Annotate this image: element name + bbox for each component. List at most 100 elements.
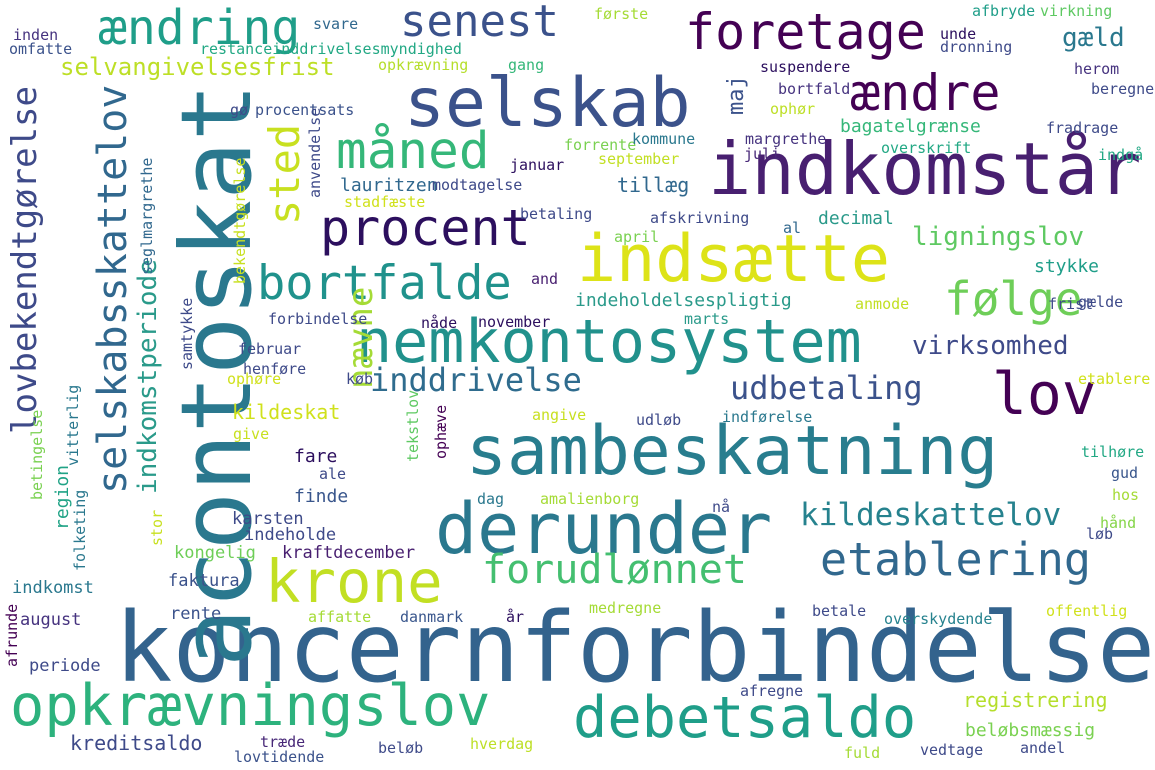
word-12: krone bbox=[265, 547, 443, 616]
word-72: andel bbox=[1020, 739, 1066, 757]
word-139: bekendtgørelse bbox=[231, 157, 249, 284]
word-22: forudlønnet bbox=[482, 547, 747, 593]
word-75: løb bbox=[1086, 525, 1114, 543]
word-69: hverdag bbox=[470, 735, 534, 753]
word-52: faktura bbox=[168, 571, 240, 591]
word-65: afregne bbox=[740, 682, 804, 700]
word-0: koncernforbindelse bbox=[114, 592, 1155, 704]
word-63: overskydende bbox=[884, 610, 993, 628]
word-128: ale bbox=[319, 465, 347, 483]
word-95: procentsats bbox=[255, 101, 355, 119]
word-96: forrente bbox=[564, 136, 637, 154]
word-90: herom bbox=[1074, 60, 1120, 78]
word-88: gang bbox=[508, 56, 545, 74]
word-93: ophør bbox=[770, 100, 816, 118]
word-36: registrering bbox=[963, 688, 1108, 712]
word-19: bortfalde bbox=[257, 256, 512, 311]
word-60: år bbox=[506, 608, 525, 626]
word-74: hos bbox=[1112, 486, 1140, 504]
word-86: restanceinddrivelsesmyndighed bbox=[200, 40, 462, 58]
word-76: gud bbox=[1111, 464, 1139, 482]
word-4: selskab bbox=[404, 64, 691, 143]
word-129: dag bbox=[477, 490, 505, 508]
word-82: afbryde bbox=[972, 2, 1036, 20]
word-113: frist bbox=[1048, 295, 1094, 313]
word-11: selskabsskattelov bbox=[90, 84, 136, 494]
word-5: indsætte bbox=[577, 222, 891, 297]
word-57: afrunde bbox=[3, 603, 21, 667]
word-123: etablere bbox=[1078, 370, 1151, 388]
word-51: kraftdecember bbox=[282, 543, 416, 563]
word-70: fuld bbox=[844, 744, 881, 762]
word-43: stykke bbox=[1034, 256, 1100, 277]
word-87: opkrævning bbox=[378, 56, 469, 74]
word-80: svare bbox=[313, 15, 359, 33]
word-122: køb bbox=[346, 370, 374, 388]
word-10: lovbekendtgørelse bbox=[5, 86, 45, 434]
word-41: bagatelgrænse bbox=[840, 116, 981, 137]
word-83: virkning bbox=[1040, 2, 1113, 20]
word-137: samtykke bbox=[178, 297, 196, 370]
word-68: beløb bbox=[378, 739, 424, 757]
word-33: gæld bbox=[1062, 23, 1125, 53]
word-108: afskrivning bbox=[650, 209, 750, 227]
word-20: måned bbox=[336, 122, 490, 181]
word-45: region bbox=[52, 464, 73, 530]
word-85: dronning bbox=[940, 38, 1013, 56]
word-109: al bbox=[783, 219, 802, 237]
word-6: derunder bbox=[435, 488, 773, 570]
word-138: anvendelse bbox=[306, 107, 324, 198]
word-49: indeholde bbox=[244, 525, 337, 545]
word-31: ligningslov bbox=[912, 222, 1085, 252]
word-89: suspendere bbox=[760, 58, 851, 76]
word-133: vitterlig bbox=[64, 384, 82, 466]
word-61: medregne bbox=[589, 599, 662, 617]
word-26: indkomstperiode bbox=[133, 259, 163, 494]
word-14: lov bbox=[992, 360, 1097, 428]
word-140: tekstlov bbox=[404, 389, 422, 462]
word-104: januar bbox=[510, 156, 565, 174]
word-40: lauritzen bbox=[340, 175, 438, 196]
word-77: tilhøre bbox=[1081, 443, 1145, 461]
word-16: ændring bbox=[98, 0, 301, 56]
word-120: henføre bbox=[243, 360, 307, 378]
word-67: lovtidende bbox=[234, 748, 325, 766]
word-84: unde bbox=[940, 25, 977, 43]
word-29: udbetaling bbox=[730, 369, 923, 407]
word-38: kildeskat bbox=[232, 400, 341, 424]
word-136: seglmargrethe bbox=[138, 157, 156, 275]
word-47: finde bbox=[294, 486, 349, 507]
word-114: anmode bbox=[855, 295, 910, 313]
word-125: angive bbox=[532, 406, 587, 424]
word-55: rente bbox=[170, 604, 222, 624]
word-106: stadfæste bbox=[344, 193, 426, 211]
word-98: margrethe bbox=[745, 130, 827, 148]
word-28: inddrivelse bbox=[370, 361, 582, 399]
word-39: tillæg bbox=[617, 173, 690, 197]
word-53: indkomst bbox=[12, 578, 94, 598]
word-103: september bbox=[598, 150, 680, 168]
word-42: decimal bbox=[818, 208, 894, 229]
word-101: indgå bbox=[1098, 146, 1144, 164]
word-17: senest bbox=[400, 0, 559, 47]
word-58: affatte bbox=[308, 608, 372, 626]
word-23: etablering bbox=[820, 533, 1091, 586]
word-118: forbindelse bbox=[268, 310, 368, 328]
word-130: amalienborg bbox=[540, 490, 640, 508]
word-135: betingelse bbox=[28, 409, 46, 500]
word-27: kildeskattelov bbox=[800, 497, 1062, 533]
word-59: danmark bbox=[400, 608, 464, 626]
word-81: første bbox=[594, 5, 649, 23]
word-21: følge bbox=[944, 272, 1083, 326]
word-110: april bbox=[614, 228, 660, 246]
word-117: november bbox=[478, 313, 551, 331]
word-121: ophøre bbox=[227, 370, 282, 388]
word-134: folketing bbox=[71, 489, 89, 571]
word-124: give bbox=[233, 425, 270, 443]
word-32: maj bbox=[724, 75, 749, 115]
word-3: sambeskatning bbox=[466, 412, 999, 491]
word-112: gælde bbox=[1078, 293, 1124, 311]
word-62: betale bbox=[812, 602, 867, 620]
word-35: kreditsaldo bbox=[70, 731, 203, 755]
